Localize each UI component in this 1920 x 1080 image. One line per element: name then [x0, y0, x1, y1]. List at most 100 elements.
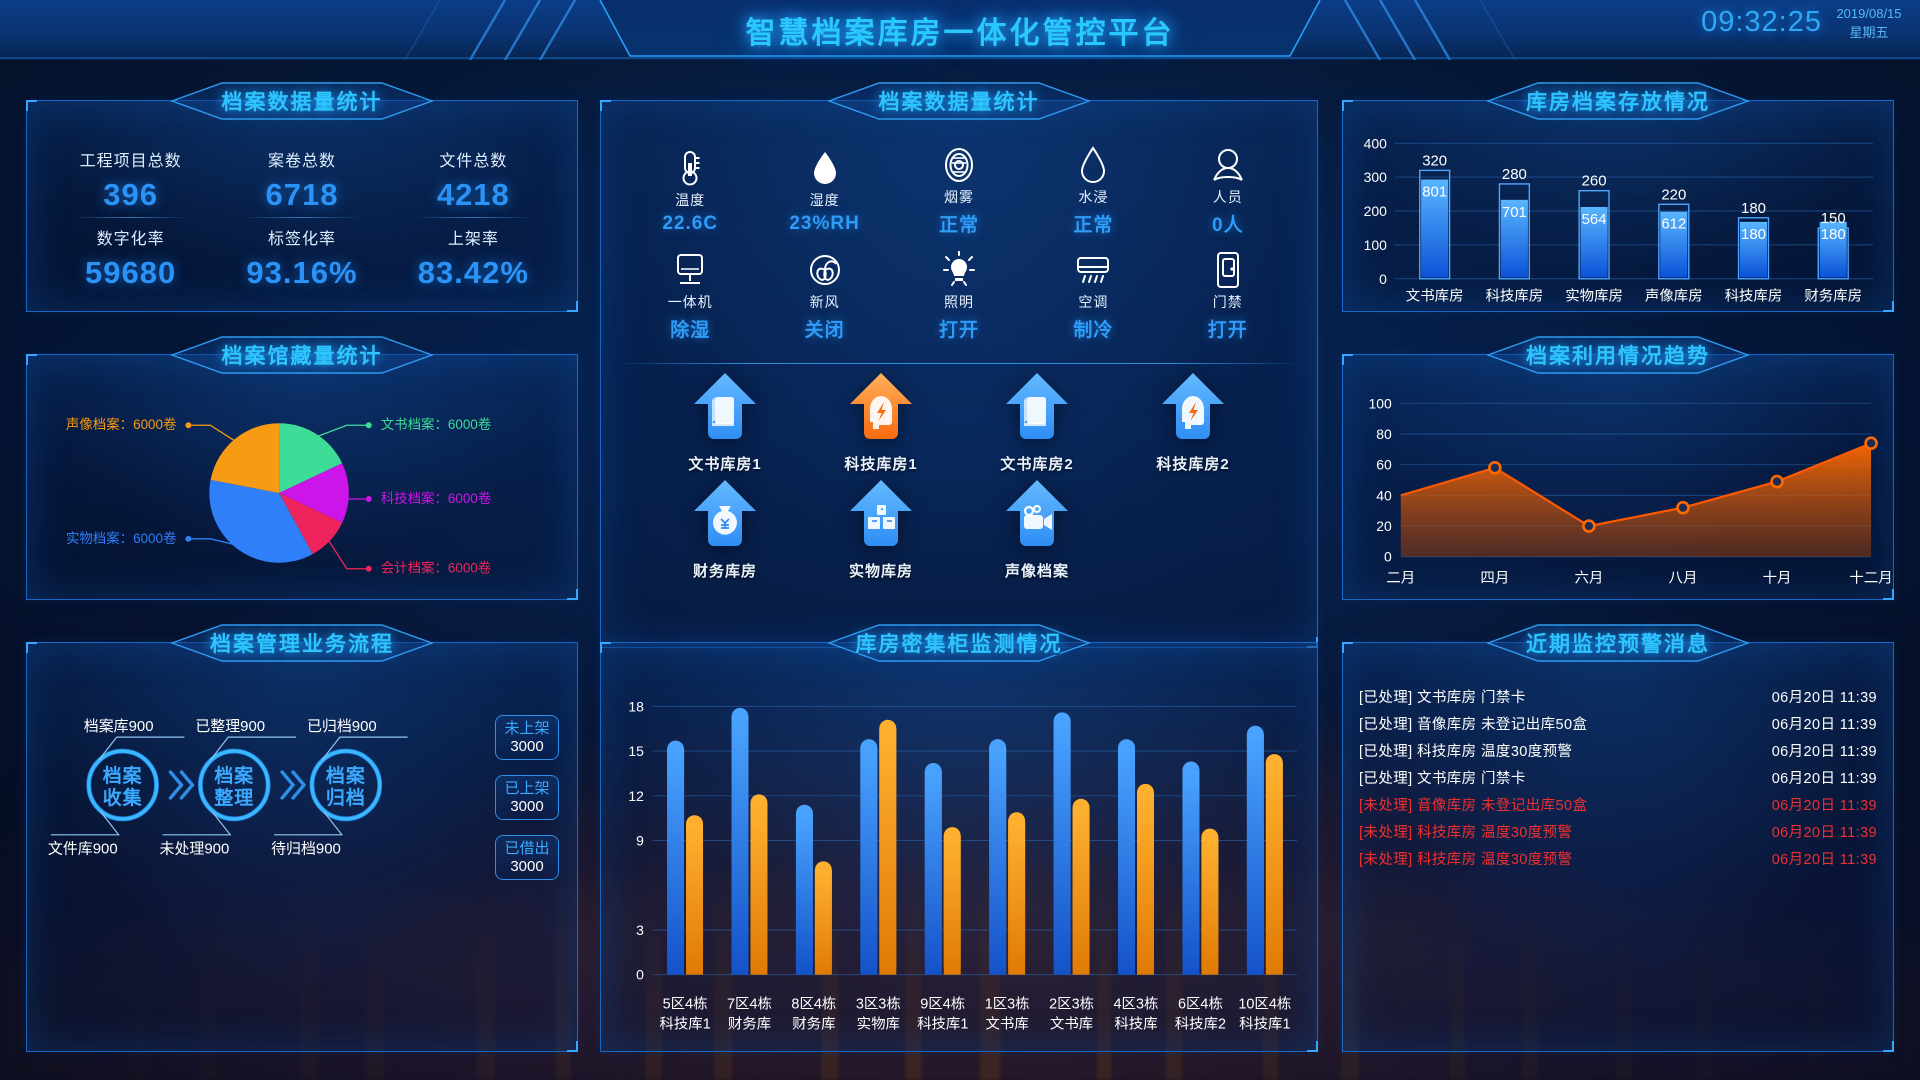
environment-value: 23%RH — [789, 212, 860, 234]
warehouse-card-科技库房1[interactable]: 科技库房1 — [803, 371, 959, 474]
svg-text:8区4栋: 8区4栋 — [791, 995, 836, 1013]
svg-text:八月: 八月 — [1669, 571, 1698, 587]
svg-text:0: 0 — [1379, 271, 1387, 287]
environment-label: 湿度 — [809, 191, 840, 208]
stat-item: 上架率 83.42% — [388, 217, 559, 297]
environment-item-空调[interactable]: 空调 制冷 — [1026, 244, 1160, 349]
panel-recent-alerts: 近期监控预警消息 [已处理] 文书库房 门禁卡 06月20日 11:39 [已处理]… — [1342, 624, 1894, 1052]
alert-row[interactable]: [已处理] 文书库房 门禁卡 06月20日 11:39 — [1359, 764, 1877, 791]
panel-archive-data-stats: 档案数据量统计 工程项目总数 396 案卷总数 6718 文件总数 4218 数字化率 596… — [26, 82, 578, 312]
alert-row[interactable]: [已处理] 文书库房 门禁卡 06月20日 11:39 — [1359, 683, 1877, 710]
svg-text:科技档案：6000卷: 科技档案：6000卷 — [381, 491, 492, 506]
panel-title-environment-monitor: 档案数据量统计 — [823, 81, 1095, 121]
svg-text:15: 15 — [628, 743, 644, 759]
svg-text:3区3栋: 3区3栋 — [856, 995, 901, 1013]
svg-text:5区4栋: 5区4栋 — [663, 995, 708, 1013]
svg-text:60: 60 — [1376, 457, 1392, 473]
svg-text:260: 260 — [1582, 173, 1607, 190]
flow-top-label: 已整理900 — [195, 718, 265, 735]
warehouse-card-实物库房[interactable]: 实物库房 — [803, 478, 959, 581]
svg-text:会计档案：6000卷: 会计档案：6000卷 — [381, 561, 492, 576]
section-divider — [623, 363, 1295, 364]
warehouse-label: 科技库房1 — [844, 456, 918, 473]
environment-label: 空调 — [1078, 294, 1109, 310]
water-drop-icon — [1077, 146, 1109, 184]
svg-text:档案: 档案 — [103, 764, 143, 787]
svg-text:四月: 四月 — [1480, 571, 1509, 587]
light-bulb-icon — [942, 251, 976, 289]
alert-row[interactable]: [未处理] 科技库房 温度30度预警 06月20日 11:39 — [1359, 818, 1877, 845]
svg-text:0: 0 — [636, 967, 644, 983]
flow-side-box-已借出[interactable]: 已借出 3000 — [495, 835, 559, 880]
environment-label: 烟雾 — [943, 189, 974, 205]
svg-text:801: 801 — [1422, 183, 1447, 200]
alert-row[interactable]: [未处理] 科技库房 温度30度预警 06月20日 11:39 — [1359, 845, 1877, 872]
warehouse-card-财务库房[interactable]: 财务库房 — [647, 478, 803, 581]
stat-label: 案卷总数 — [267, 153, 336, 170]
flow-side-box-已上架[interactable]: 已上架 3000 — [495, 775, 559, 820]
environment-item-湿度[interactable]: 湿度 23%RH — [757, 139, 891, 244]
svg-text:12: 12 — [628, 788, 644, 804]
svg-text:文书档案：6000卷: 文书档案：6000卷 — [381, 417, 492, 432]
environment-item-水浸[interactable]: 水浸 正常 — [1026, 139, 1160, 244]
environment-item-一体机[interactable]: 一体机 除湿 — [623, 244, 757, 349]
environment-item-新风[interactable]: 新风 关闭 — [757, 244, 891, 349]
alert-list[interactable]: [已处理] 文书库房 门禁卡 06月20日 11:39 [已处理] 音像库房 未登记… — [1343, 683, 1893, 872]
environment-item-照明[interactable]: 照明 打开 — [892, 244, 1026, 349]
environment-item-温度[interactable]: 温度 22.6C — [623, 139, 757, 244]
svg-text:科技库房: 科技库房 — [1725, 288, 1783, 305]
warehouse-card-文书库房2[interactable]: 文书库房2 — [959, 371, 1115, 474]
alert-message: [已处理] 音像库房 未登记出库50盒 — [1359, 717, 1588, 733]
panel-body-environment-monitor: 温度 22.6C 湿度 23%RH 烟雾 正常 水浸 正常 人员 0人 一体机 除湿 新风 关闭 照明 打开空… — [601, 101, 1317, 647]
svg-text:0: 0 — [1384, 549, 1392, 565]
stat-item: 文件总数 4218 — [388, 141, 559, 219]
stat-item: 数字化率 59680 — [45, 217, 216, 297]
svg-text:收集: 收集 — [103, 786, 143, 809]
alert-row[interactable]: [已处理] 音像库房 未登记出库50盒 06月20日 11:39 — [1359, 710, 1877, 737]
alert-row[interactable]: [未处理] 音像库房 未登记出库50盒 06月20日 11:39 — [1359, 791, 1877, 818]
app-header: 智慧档案库房一体化管控平台 09:32:25 2019/08/15 星期五 — [0, 0, 1920, 60]
warehouse-label: 实物库房 — [848, 563, 913, 580]
environment-item-门禁[interactable]: 门禁 打开 — [1161, 244, 1295, 349]
panel-title-storage: 库房档案存放情况 — [1482, 81, 1754, 121]
svg-text:实物库房: 实物库房 — [1565, 288, 1623, 305]
environment-item-烟雾[interactable]: 烟雾 正常 — [892, 139, 1026, 244]
alert-message: [已处理] 文书库房 门禁卡 — [1359, 771, 1526, 787]
smoke-detector-icon — [941, 146, 977, 184]
stat-label: 上架率 — [447, 231, 499, 248]
environment-item-人员[interactable]: 人员 0人 — [1161, 139, 1295, 244]
clock-date: 2019/08/15 — [1836, 6, 1902, 21]
flow-top-label: 档案库900 — [84, 717, 154, 735]
svg-text:声像库房: 声像库房 — [1645, 287, 1703, 305]
svg-text:20: 20 — [1376, 518, 1392, 534]
flow-side-box-未上架[interactable]: 未上架 3000 — [495, 715, 559, 760]
usage-trend-area-chart: 0 20 40 60 80 100 二月 四月 六月 八月 十月 十二月 — [1369, 395, 1893, 587]
warehouse-card-声像档案[interactable]: 声像档案 — [959, 478, 1115, 581]
warehouse-label: 财务库房 — [692, 563, 757, 580]
page-title: 智慧档案库房一体化管控平台 — [745, 17, 1175, 50]
warehouse-card-文书库房1[interactable]: 文书库房1 — [647, 371, 803, 474]
tech-head-house-icon — [1160, 371, 1226, 445]
panel-environment-monitor: 档案数据量统计 温度 22.6C 湿度 23%RH 烟雾 正常 水浸 正常 人员 0人一体机 除湿新… — [600, 82, 1318, 648]
svg-text:文书库: 文书库 — [1050, 1016, 1093, 1033]
box-house-icon — [848, 478, 914, 552]
warehouse-card-科技库房2[interactable]: 科技库房2 — [1115, 371, 1271, 474]
svg-text:十二月: 十二月 — [1849, 570, 1892, 587]
alert-time: 06月20日 11:39 — [1771, 825, 1877, 841]
stat-label: 标签化率 — [267, 231, 336, 248]
thermometer-icon — [673, 149, 707, 187]
panel-title-cabinet-monitor: 库房密集柜监测情况 — [823, 623, 1095, 663]
alert-row[interactable]: [已处理] 科技库房 温度30度预警 06月20日 11:39 — [1359, 737, 1877, 764]
svg-text:六月: 六月 — [1574, 570, 1603, 587]
flow-bottom-label: 文件库900 — [48, 841, 118, 858]
panel-title-collection: 档案馆藏量统计 — [166, 335, 438, 375]
svg-text:400: 400 — [1364, 135, 1388, 151]
stat-label: 工程项目总数 — [79, 153, 182, 170]
svg-text:150: 150 — [1821, 210, 1846, 227]
svg-text:2区3栋: 2区3栋 — [1049, 995, 1094, 1013]
svg-text:文书库房: 文书库房 — [1406, 288, 1464, 305]
alert-message: [未处理] 科技库房 温度30度预警 — [1359, 852, 1573, 868]
warehouse-label: 科技库房2 — [1156, 456, 1230, 473]
svg-text:320: 320 — [1422, 152, 1447, 169]
clock-time: 09:32:25 — [1701, 6, 1822, 38]
